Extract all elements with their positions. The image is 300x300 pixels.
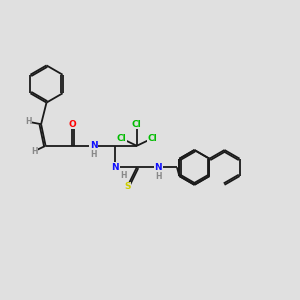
Text: N: N xyxy=(90,141,98,150)
Text: N: N xyxy=(154,163,162,172)
Text: N: N xyxy=(111,163,119,172)
Text: H: H xyxy=(155,172,162,181)
Text: H: H xyxy=(31,147,38,156)
Text: O: O xyxy=(68,120,76,129)
Text: Cl: Cl xyxy=(132,120,142,129)
Text: H: H xyxy=(120,171,127,180)
Text: S: S xyxy=(124,182,130,191)
Text: Cl: Cl xyxy=(116,134,126,143)
Text: Cl: Cl xyxy=(148,134,157,143)
Text: H: H xyxy=(90,150,97,159)
Text: H: H xyxy=(25,117,32,126)
